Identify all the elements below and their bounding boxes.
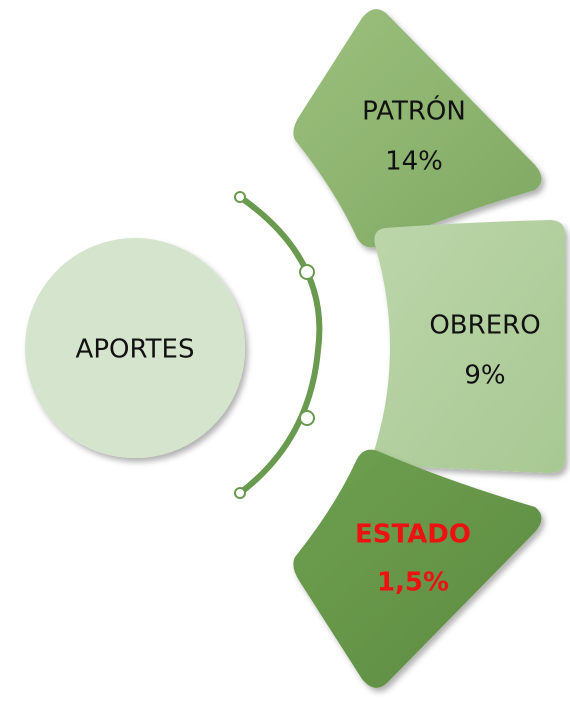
node-shape xyxy=(293,9,542,248)
node-value: 9% xyxy=(464,361,505,391)
center-circle xyxy=(25,238,245,458)
center-label: APORTES xyxy=(76,335,195,365)
connector-arc xyxy=(238,194,323,496)
arc-dot xyxy=(234,487,246,499)
arc-dot xyxy=(234,191,246,203)
node-value: 14% xyxy=(385,147,443,177)
node-shape xyxy=(373,220,565,473)
node-label: OBRERO xyxy=(429,311,540,341)
node-shape xyxy=(293,449,542,688)
arc-dot xyxy=(299,264,315,280)
node-label: ESTADO xyxy=(355,520,471,550)
arc-dot xyxy=(299,410,315,426)
node-value: 1,5% xyxy=(377,568,449,598)
node-label: PATRÓN xyxy=(362,95,466,127)
